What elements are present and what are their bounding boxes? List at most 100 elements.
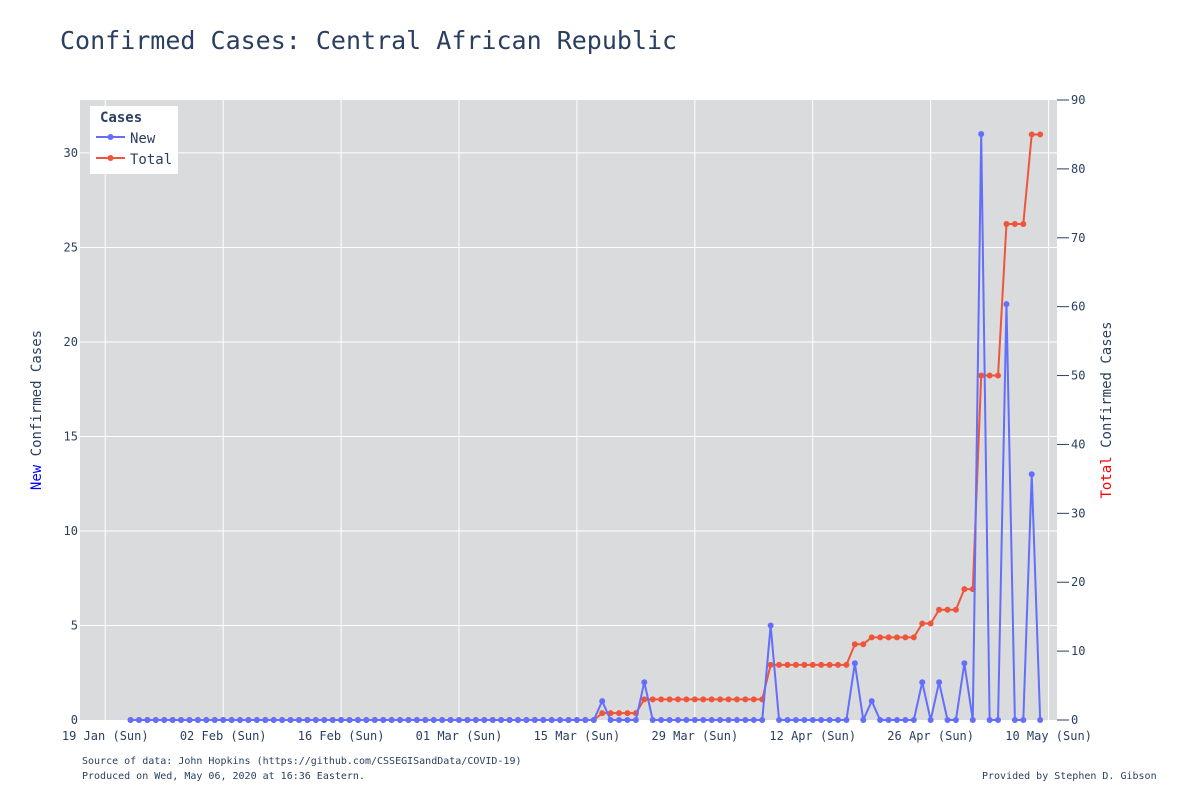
data-point-new[interactable]: [371, 717, 378, 723]
data-point-new[interactable]: [750, 717, 757, 723]
data-point-total[interactable]: [717, 696, 724, 703]
data-point-new[interactable]: [514, 717, 521, 723]
data-point-new[interactable]: [818, 717, 825, 723]
data-point-new[interactable]: [228, 717, 235, 723]
data-point-new[interactable]: [346, 717, 353, 723]
data-point-new[interactable]: [456, 717, 463, 723]
data-point-new[interactable]: [1028, 471, 1035, 478]
data-point-new[interactable]: [835, 717, 842, 723]
data-point-new[interactable]: [405, 717, 412, 723]
data-point-new[interactable]: [523, 717, 530, 723]
data-point-new[interactable]: [447, 717, 454, 723]
data-point-new[interactable]: [902, 717, 909, 723]
data-point-total[interactable]: [944, 606, 951, 613]
data-point-new[interactable]: [1037, 717, 1044, 723]
data-point-new[interactable]: [186, 717, 193, 723]
data-point-total[interactable]: [902, 634, 909, 641]
data-point-new[interactable]: [1011, 717, 1018, 723]
data-point-new[interactable]: [388, 717, 395, 723]
data-point-new[interactable]: [312, 717, 319, 723]
data-point-new[interactable]: [161, 717, 168, 723]
legend-item-new[interactable]: New: [96, 131, 156, 147]
legend[interactable]: Cases New Total: [90, 106, 178, 174]
data-point-new[interactable]: [540, 717, 547, 723]
data-point-new[interactable]: [742, 717, 749, 723]
data-point-new[interactable]: [624, 717, 631, 723]
data-point-new[interactable]: [961, 660, 968, 667]
data-point-new[interactable]: [632, 717, 639, 723]
data-point-new[interactable]: [691, 717, 698, 723]
data-point-total[interactable]: [624, 710, 631, 717]
data-point-new[interactable]: [952, 717, 959, 723]
data-point-new[interactable]: [144, 717, 151, 723]
data-point-new[interactable]: [860, 717, 867, 723]
data-point-new[interactable]: [413, 717, 420, 723]
data-point-total[interactable]: [835, 661, 842, 668]
data-point-total[interactable]: [649, 696, 656, 703]
data-point-total[interactable]: [927, 620, 934, 627]
data-point-new[interactable]: [329, 717, 336, 723]
data-point-total[interactable]: [877, 634, 884, 641]
data-point-total[interactable]: [784, 661, 791, 668]
data-point-total[interactable]: [826, 661, 833, 668]
data-point-new[interactable]: [725, 717, 732, 723]
data-point-new[interactable]: [607, 717, 614, 723]
data-point-total[interactable]: [674, 696, 681, 703]
data-point-total[interactable]: [818, 661, 825, 668]
data-point-new[interactable]: [548, 717, 555, 723]
data-point-new[interactable]: [893, 717, 900, 723]
data-point-new[interactable]: [649, 717, 656, 723]
data-point-new[interactable]: [674, 717, 681, 723]
data-point-new[interactable]: [767, 622, 774, 629]
data-point-total[interactable]: [708, 696, 715, 703]
data-point-new[interactable]: [439, 717, 446, 723]
data-point-new[interactable]: [203, 717, 210, 723]
data-point-new[interactable]: [616, 717, 623, 723]
data-point-total[interactable]: [961, 586, 968, 593]
data-point-new[interactable]: [430, 717, 437, 723]
data-point-new[interactable]: [759, 717, 766, 723]
data-point-total[interactable]: [683, 696, 690, 703]
data-point-new[interactable]: [321, 717, 328, 723]
data-point-new[interactable]: [986, 717, 993, 723]
data-point-new[interactable]: [135, 717, 142, 723]
data-point-total[interactable]: [1011, 221, 1018, 227]
data-point-total[interactable]: [1028, 131, 1035, 138]
data-point-total[interactable]: [750, 696, 757, 703]
data-point-new[interactable]: [237, 717, 244, 723]
data-point-new[interactable]: [936, 679, 943, 686]
data-point-total[interactable]: [1020, 221, 1027, 227]
data-point-total[interactable]: [809, 661, 816, 668]
data-point-new[interactable]: [295, 717, 302, 723]
data-point-new[interactable]: [152, 717, 159, 723]
data-point-new[interactable]: [304, 717, 311, 723]
data-point-new[interactable]: [801, 717, 808, 723]
data-point-total[interactable]: [893, 634, 900, 641]
data-point-new[interactable]: [885, 717, 892, 723]
data-point-total[interactable]: [952, 606, 959, 613]
data-point-new[interactable]: [919, 679, 926, 686]
data-point-new[interactable]: [700, 717, 707, 723]
data-point-total[interactable]: [725, 696, 732, 703]
data-point-new[interactable]: [489, 717, 496, 723]
data-point-new[interactable]: [220, 717, 227, 723]
data-point-new[interactable]: [776, 717, 783, 723]
data-point-total[interactable]: [919, 620, 926, 627]
data-point-new[interactable]: [944, 717, 951, 723]
data-point-new[interactable]: [784, 717, 791, 723]
data-point-total[interactable]: [868, 634, 875, 641]
data-point-new[interactable]: [927, 717, 934, 723]
data-point-total[interactable]: [1003, 221, 1010, 227]
data-point-new[interactable]: [363, 717, 370, 723]
data-point-new[interactable]: [498, 717, 505, 723]
data-point-new[interactable]: [910, 717, 917, 723]
data-point-total[interactable]: [1037, 131, 1044, 138]
data-point-new[interactable]: [380, 717, 387, 723]
data-point-new[interactable]: [472, 717, 479, 723]
data-point-new[interactable]: [868, 698, 875, 705]
data-point-new[interactable]: [708, 717, 715, 723]
data-point-new[interactable]: [843, 717, 850, 723]
data-point-total[interactable]: [910, 634, 917, 641]
data-point-new[interactable]: [978, 131, 985, 138]
data-point-new[interactable]: [1020, 717, 1027, 723]
